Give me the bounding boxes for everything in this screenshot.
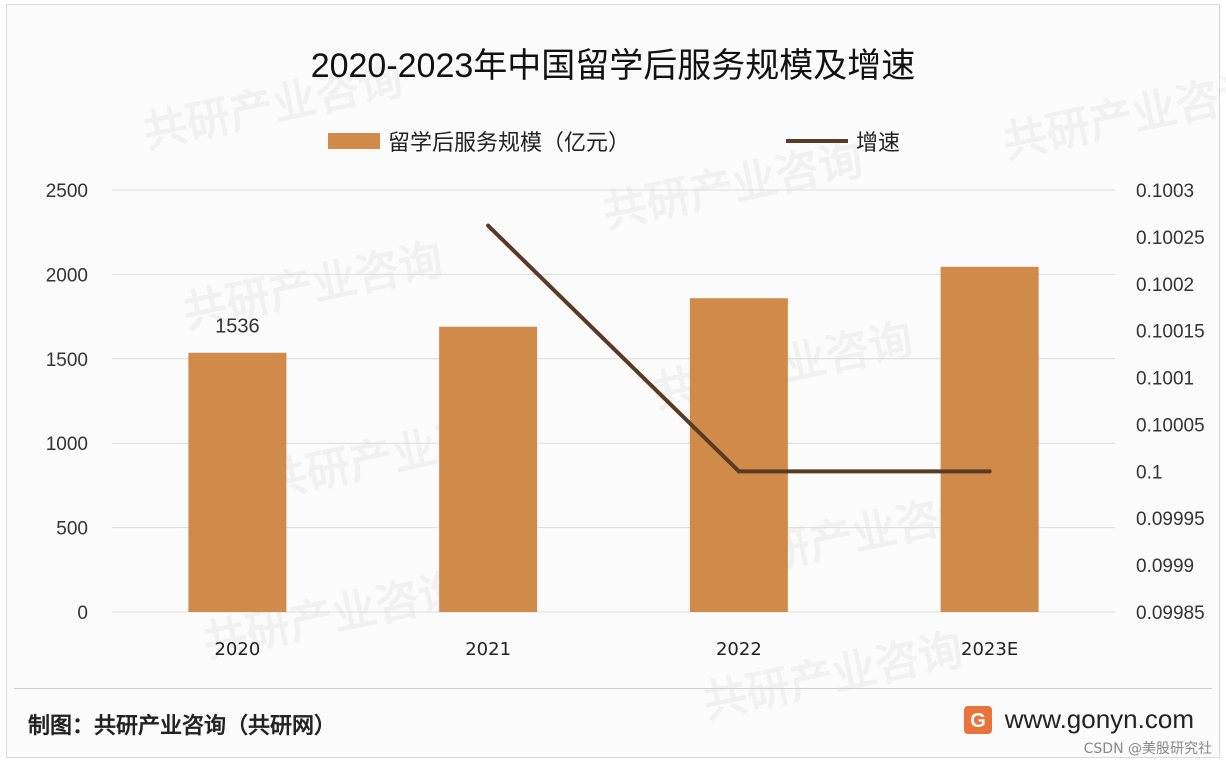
y-left-tick-label: 2500	[46, 181, 88, 202]
y-right-tick-label: 0.10005	[1136, 415, 1205, 436]
x-tick-label: 2023E	[961, 639, 1018, 660]
y-right-tick-label: 0.10015	[1136, 322, 1205, 343]
chart-title: 2020-2023年中国留学后服务规模及增速	[310, 47, 916, 85]
website-link[interactable]: www.gonyn.com	[1004, 704, 1194, 734]
legend-label-line: 增速	[856, 131, 901, 156]
y-right-tick-label: 0.09985	[1136, 603, 1205, 624]
legend: 留学后服务规模（亿元） 增速	[0, 124, 1226, 158]
gonyn-logo-icon: G	[963, 705, 992, 734]
bar	[689, 298, 788, 612]
logo-letter: G	[970, 710, 986, 732]
growth-point	[987, 469, 992, 474]
attribution: CSDN @美股研究社	[1083, 741, 1212, 757]
legend-item-line: 增速	[786, 124, 900, 158]
y-right-tick-label: 0.09995	[1136, 509, 1205, 530]
growth-point	[486, 223, 491, 228]
y-right-tick-label: 0.1002	[1136, 275, 1194, 296]
footer-divider	[14, 688, 1212, 689]
bar	[188, 352, 287, 612]
legend-swatch-bar	[328, 133, 380, 149]
x-tick-label: 2022	[716, 639, 762, 660]
x-tick-label: 2021	[465, 639, 511, 660]
y-right-tick-label: 0.0999	[1136, 556, 1194, 577]
y-right-tick-label: 0.1003	[1136, 181, 1194, 202]
y-right-tick-label: 0.1001	[1136, 369, 1194, 390]
bar	[439, 326, 538, 612]
legend-swatch-line	[786, 139, 848, 143]
y-left-tick-label: 2000	[46, 265, 88, 286]
x-tick-label: 2020	[214, 639, 260, 660]
axis-labels: 0 500 1000 1500 2000 2500 0.09985 0.0999 0.09995…	[46, 181, 1205, 660]
y-right-tick-label: 0.1	[1136, 462, 1162, 483]
legend-label-bar: 留学后服务规模（亿元）	[388, 131, 631, 156]
bar	[940, 266, 1039, 612]
growth-point	[736, 469, 741, 474]
y-left-tick-label: 1000	[46, 434, 88, 455]
source-note: 制图：共研产业咨询（共研网）	[28, 714, 337, 739]
legend-item-bar: 留学后服务规模（亿元）	[328, 124, 630, 158]
y-left-tick-label: 1500	[46, 350, 88, 371]
y-left-tick-label: 0	[77, 603, 88, 624]
y-right-tick-label: 0.10025	[1136, 228, 1205, 249]
brand: G www.gonyn.com	[963, 704, 1194, 735]
bar-data-label: 1536	[215, 316, 260, 338]
y-left-tick-label: 500	[56, 519, 88, 540]
line-series	[486, 223, 992, 474]
bar-series	[188, 266, 1039, 612]
